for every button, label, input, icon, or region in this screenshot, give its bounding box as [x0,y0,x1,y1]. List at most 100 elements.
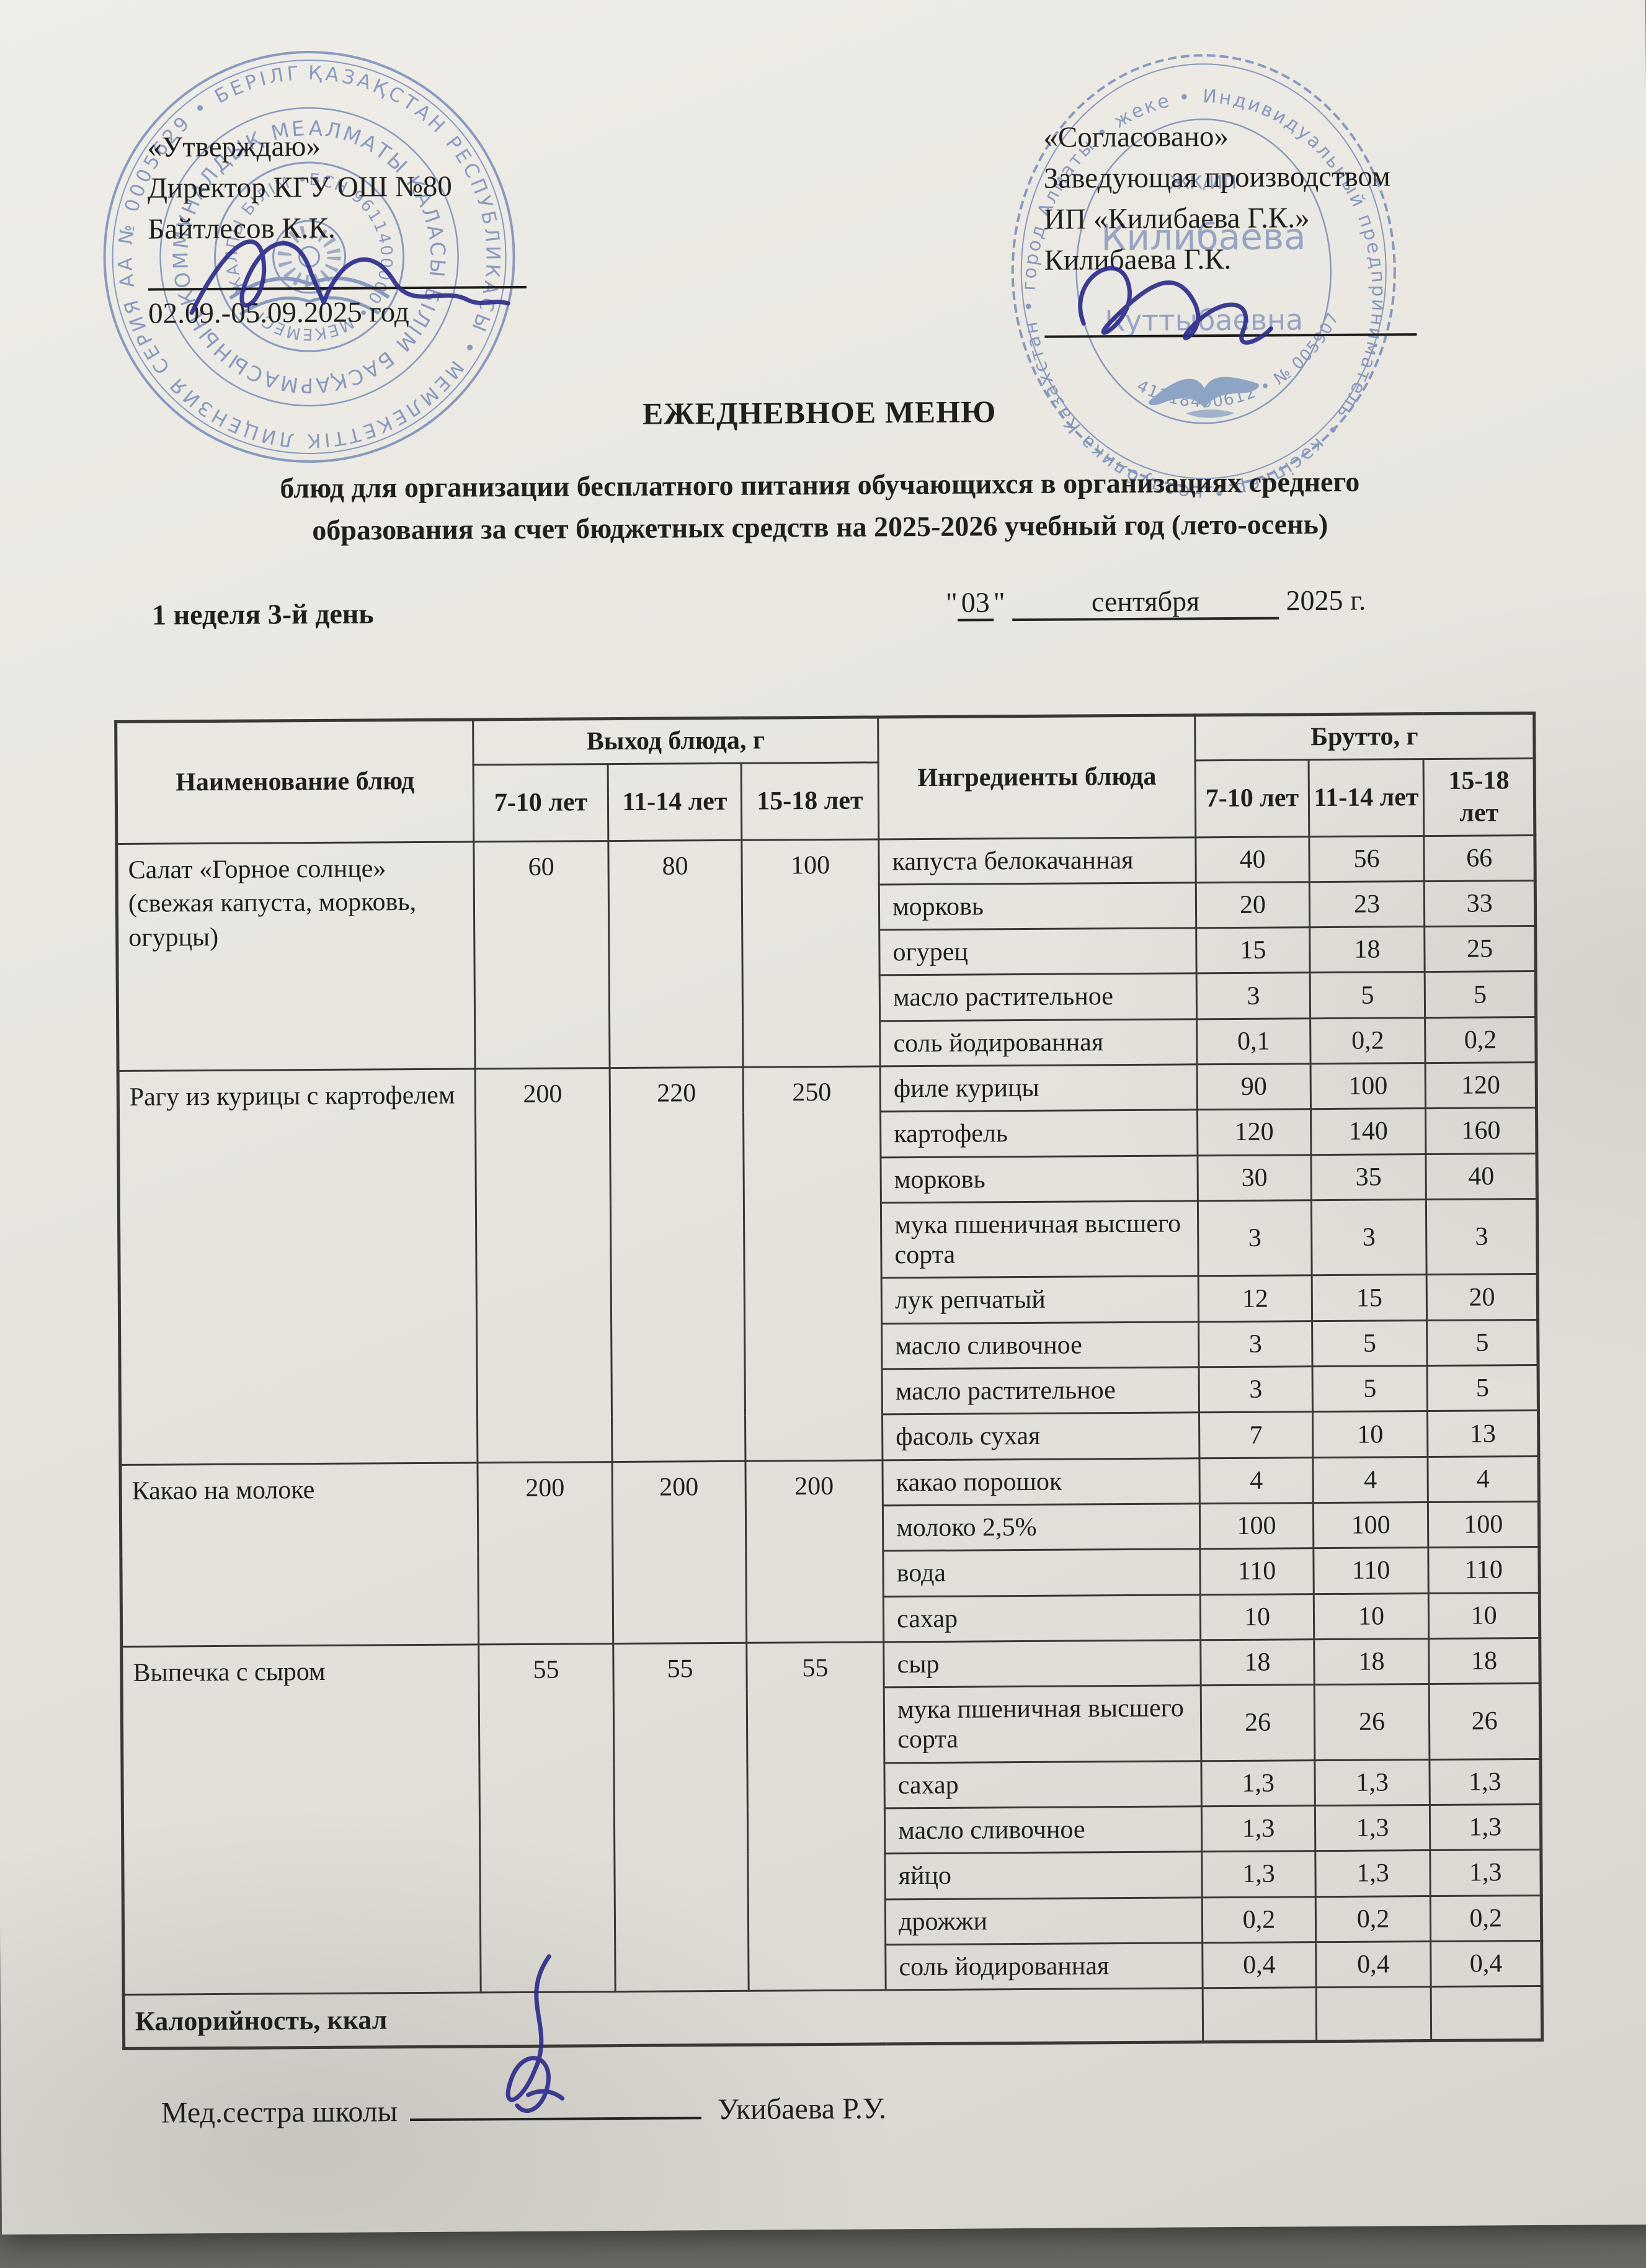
brutto-cell: 20 [1196,882,1310,928]
col-header-output: Выход блюда, г [473,717,879,765]
week-day-label: 1 неделя 3-й день [151,597,374,631]
brutto-cell: 3 [1196,973,1310,1019]
ingredient-cell: сахар [883,1594,1201,1642]
brutto-cell: 5 [1312,1365,1428,1413]
ingredient-cell: капуста белокачанная [878,837,1196,885]
nurse-name: Укибаева Р.У. [717,2092,887,2127]
portion-cell: 55 [613,1643,749,1992]
ingredient-cell: мука пшеничная высшего сорта [884,1685,1202,1763]
brutto-cell: 1,3 [1314,1759,1430,1806]
portion-cell: 55 [746,1641,886,1991]
brutto-cell: 110 [1428,1547,1540,1594]
ingredient-cell: яйцо [884,1852,1203,1900]
stamp-emblem-icon [229,220,390,316]
brutto-cell: 10 [1314,1593,1430,1640]
ingredient-cell: морковь [881,1155,1198,1203]
col-header-dish: Наименование блюд [115,719,474,844]
brutto-cell: 18 [1200,1639,1314,1685]
ingredient-cell: сыр [883,1640,1201,1688]
brutto-cell: 100 [1310,1063,1426,1109]
brutto-cell: 1,3 [1430,1759,1541,1805]
brutto-cell: 18 [1314,1638,1430,1685]
portion-cell: 60 [473,841,610,1069]
brutto-cell: 0,4 [1315,1941,1431,1988]
page-subtitle: блюд для организации бесплатного питания… [0,459,1646,553]
brutto-cell: 90 [1197,1063,1311,1110]
agree-line-2: Заведующая производством [1043,160,1390,195]
col-header-ingredients: Ингредиенты блюда [878,715,1196,839]
ingredient-cell: масло сливочное [884,1806,1203,1854]
brutto-cell: 10 [1312,1411,1428,1458]
ingredient-cell: соль йодированная [885,1942,1203,1991]
brutto-cell: 40 [1426,1153,1537,1200]
brutto-cell: 0,2 [1425,1017,1537,1063]
brutto-cell: 5 [1425,971,1536,1018]
date-month: сентября [1012,584,1279,622]
nurse-label: Мед.сестра школы [161,2095,398,2130]
ingredient-cell: филе курицы [880,1064,1198,1112]
brutto-cell: 66 [1424,834,1536,882]
col-header-age-3: 15-18 лет [1423,757,1535,836]
portion-cell: 200 [745,1460,884,1643]
brutto-cell: 110 [1313,1547,1429,1594]
ingredient-cell: молоко 2,5% [883,1503,1201,1551]
agree-line-3: ИП «Килибаева Г.К.» [1044,202,1310,236]
ingredient-cell: дрожжи [885,1897,1203,1945]
brutto-cell: 4 [1199,1457,1314,1504]
stamp-bird-icon [1149,377,1260,418]
ingredient-cell: огурец [879,927,1197,976]
brutto-cell: 1,3 [1315,1805,1431,1852]
date-quote-open: " [945,586,958,618]
portion-cell: 250 [742,1066,883,1461]
brutto-cell: 23 [1309,881,1425,927]
agree-line-1: «Согласовано» [1043,120,1229,154]
brutto-cell: 25 [1425,926,1536,972]
brutto-cell: 160 [1425,1107,1537,1154]
col-header-brutto: Брутто, г [1194,713,1535,761]
brutto-cell: 26 [1429,1683,1541,1760]
brutto-cell: 0,2 [1310,1017,1426,1064]
director-signature [189,239,510,315]
brutto-cell: 26 [1314,1684,1430,1761]
dish-name-cell: Какао на молоке [120,1462,479,1647]
calories-value-3 [1431,1986,1542,2041]
brutto-cell: 1,3 [1201,1760,1315,1806]
brutto-cell: 1,3 [1202,1851,1316,1898]
stamp-name-1: Килибаева [1101,215,1306,259]
week-date-row: 1 неделя 3-й день " 03 " сентября 2025 г. [0,584,1646,631]
brutto-cell: 0,2 [1315,1896,1431,1942]
ingredient-row: Рагу из курицы с картофелем 200 220 250 филе… [118,1062,1537,1465]
brutto-cell: 18 [1429,1638,1541,1684]
brutto-cell: 0,4 [1431,1940,1542,1987]
nurse-signature [505,1954,565,2114]
ingredient-cell: масло сливочное [881,1321,1199,1369]
col-header-age-3: 15-18 лет [741,762,879,840]
brutto-cell: 15 [1311,1275,1427,1321]
brutto-cell: 56 [1309,836,1425,882]
calories-row: Калорийность, ккал [123,1986,1542,2049]
ingredient-row: Какао на молоке 200 200 200 какао порошок 4 4 4 [120,1456,1539,1647]
ingredient-cell: вода [883,1549,1201,1597]
brutto-cell: 0,4 [1202,1942,1316,1989]
ingredient-cell: сахар [884,1761,1202,1808]
calories-value-2 [1315,1986,1432,2042]
brutto-cell: 1,3 [1201,1805,1315,1852]
brutto-cell: 5 [1312,1320,1428,1367]
ip-oval-stamp: Индивидуальный предприниматель • кәсіпке… [995,43,1396,499]
portion-cell: 200 [477,1462,614,1645]
brutto-cell: 5 [1309,971,1425,1019]
portion-cell: 200 [612,1460,747,1644]
brutto-cell: 120 [1425,1062,1537,1109]
brutto-cell: 30 [1198,1154,1312,1201]
brutto-cell: 0,2 [1202,1896,1316,1943]
ingredient-cell: морковь [879,882,1196,931]
brutto-cell: 4 [1428,1456,1539,1502]
brutto-cell: 110 [1200,1548,1314,1595]
brutto-cell: 1,3 [1430,1804,1541,1851]
portion-cell: 220 [610,1067,745,1462]
brutto-cell: 10 [1428,1592,1540,1639]
school-round-stamp: ҚАЗАҚСТАН РЕСПУБЛИКАСЫ • МЕМЛЕКЕТТІК ЛИЦ… [94,42,515,463]
date-quote-close: " [993,586,1013,618]
brutto-cell: 1,3 [1315,1850,1431,1897]
